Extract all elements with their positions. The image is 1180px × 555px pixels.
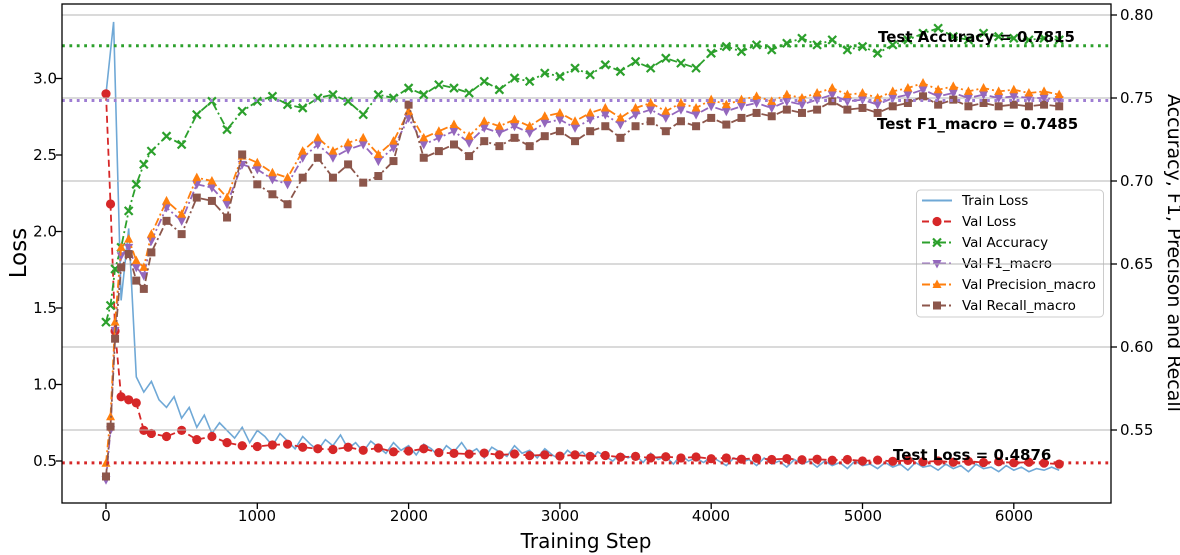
legend-sample-lines bbox=[922, 199, 952, 310]
left-tick-label-2_5: 2.5 bbox=[33, 146, 57, 164]
x-tick-label-5000: 5000 bbox=[844, 507, 882, 525]
legend-box bbox=[916, 189, 1104, 318]
legend-item-val-precision: Val Precision_macro bbox=[962, 277, 1096, 293]
left-y-axis-title: Loss bbox=[6, 228, 32, 278]
left-tick-labels: 0.5 1.0 1.5 2.0 2.5 3.0 bbox=[33, 70, 57, 471]
x-tick-label-3000: 3000 bbox=[541, 507, 579, 525]
legend-item-train-loss: Train Loss bbox=[961, 193, 1028, 209]
legend-item-val-loss: Val Loss bbox=[962, 214, 1016, 230]
legend-item-val-recall: Val Recall_macro bbox=[962, 298, 1076, 314]
x-tick-label-2000: 2000 bbox=[390, 507, 428, 525]
x-tick-labels: 0 1000 2000 3000 4000 5000 6000 bbox=[101, 507, 1033, 525]
right-y-axis-title: Accuracy, F1, Precison and Recall bbox=[1163, 94, 1180, 412]
right-tick-label-0_65: 0.65 bbox=[1120, 255, 1153, 273]
metric-curves-layer bbox=[101, 23, 1064, 485]
reference-lines-layer bbox=[62, 44, 1111, 465]
x-tick-label-1000: 1000 bbox=[238, 507, 276, 525]
right-tick-labels: 0.55 0.60 0.65 0.70 0.75 0.80 bbox=[1120, 6, 1153, 439]
left-tick-label-0_5: 0.5 bbox=[33, 452, 57, 470]
left-tick-label-3_0: 3.0 bbox=[33, 70, 57, 88]
right-tick-label-0_75: 0.75 bbox=[1120, 89, 1153, 107]
annotations: Test Accuracy = 0.7815 Test F1_macro = 0… bbox=[877, 28, 1078, 464]
left-tick-label-2_0: 2.0 bbox=[33, 223, 57, 241]
right-tick-label-0_60: 0.60 bbox=[1120, 338, 1153, 356]
x-tick-label-4000: 4000 bbox=[692, 507, 730, 525]
x-tick-label-0: 0 bbox=[101, 507, 111, 525]
test-loss-annotation: Test Loss = 0.4876 bbox=[893, 446, 1051, 464]
left-tick-label-1_0: 1.0 bbox=[33, 376, 57, 394]
right-tick-label-0_80: 0.80 bbox=[1120, 6, 1153, 24]
x-tick-label-6000: 6000 bbox=[995, 507, 1033, 525]
test-f1-annotation: Test F1_macro = 0.7485 bbox=[877, 115, 1078, 133]
legend: Train Loss Val Loss Val Accuracy Val F1_… bbox=[916, 189, 1104, 318]
axes-spines-layer bbox=[56, 3, 1117, 509]
right-tick-label-0_70: 0.70 bbox=[1120, 172, 1153, 190]
right-tick-label-0_55: 0.55 bbox=[1120, 421, 1153, 439]
legend-item-val-accuracy: Val Accuracy bbox=[962, 235, 1048, 251]
test-accuracy-annotation: Test Accuracy = 0.7815 bbox=[878, 28, 1075, 46]
left-tick-label-1_5: 1.5 bbox=[33, 299, 57, 317]
gridlines-layer bbox=[62, 14, 1111, 431]
x-axis-title: Training Step bbox=[520, 529, 652, 553]
